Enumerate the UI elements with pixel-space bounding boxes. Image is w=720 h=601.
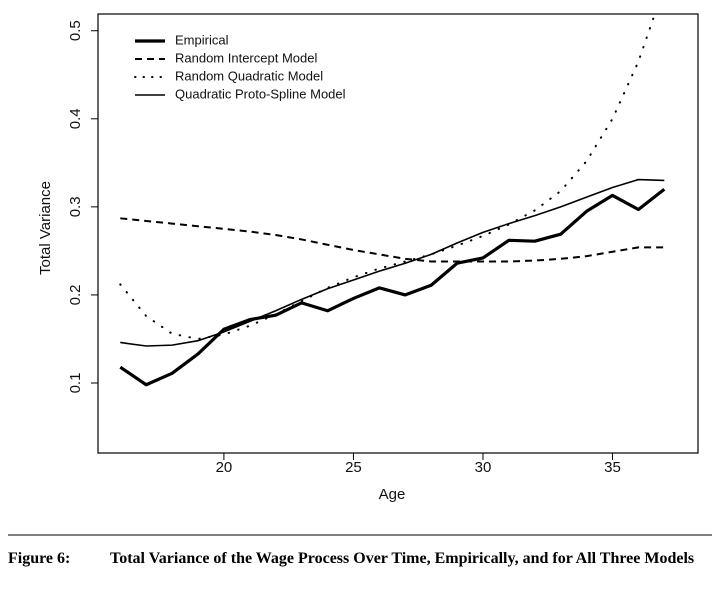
caption-label: Figure 6:	[8, 550, 71, 567]
caption: Figure 6: Total Variance of the Wage Pro…	[8, 548, 713, 569]
x-tick-label: 35	[604, 459, 621, 476]
chart: Age Total Variance 20 25 30 35 0.1 0.2 0.3 0.4 0…	[8, 13, 712, 536]
series-line	[120, 217, 665, 263]
series-line	[119, 187, 666, 387]
x-tick-label: 25	[345, 459, 362, 476]
legend-label: Quadratic Proto-Spline Model	[175, 86, 346, 101]
x-axis-title: Age	[379, 486, 406, 503]
y-tick-label: 0.2	[67, 284, 84, 305]
legend-label: Random Intercept Model	[175, 50, 317, 65]
series-line	[120, 178, 665, 347]
y-tick-label: 0.5	[67, 20, 84, 41]
plot-area	[119, 14, 666, 387]
y-tick-label: 0.4	[67, 108, 84, 129]
plot-frame	[97, 13, 699, 454]
legend-label: Random Quadratic Model	[175, 68, 323, 83]
y-tick-label: 0.1	[67, 373, 84, 394]
legend-label: Empirical	[175, 32, 229, 47]
x-tick-label: 20	[216, 459, 233, 476]
y-tick-label: 0.3	[67, 196, 84, 217]
y-axis-title: Total Variance	[37, 181, 54, 275]
x-tick-label: 30	[475, 459, 492, 476]
caption-text: Total Variance of the Wage Process Over …	[110, 550, 695, 567]
